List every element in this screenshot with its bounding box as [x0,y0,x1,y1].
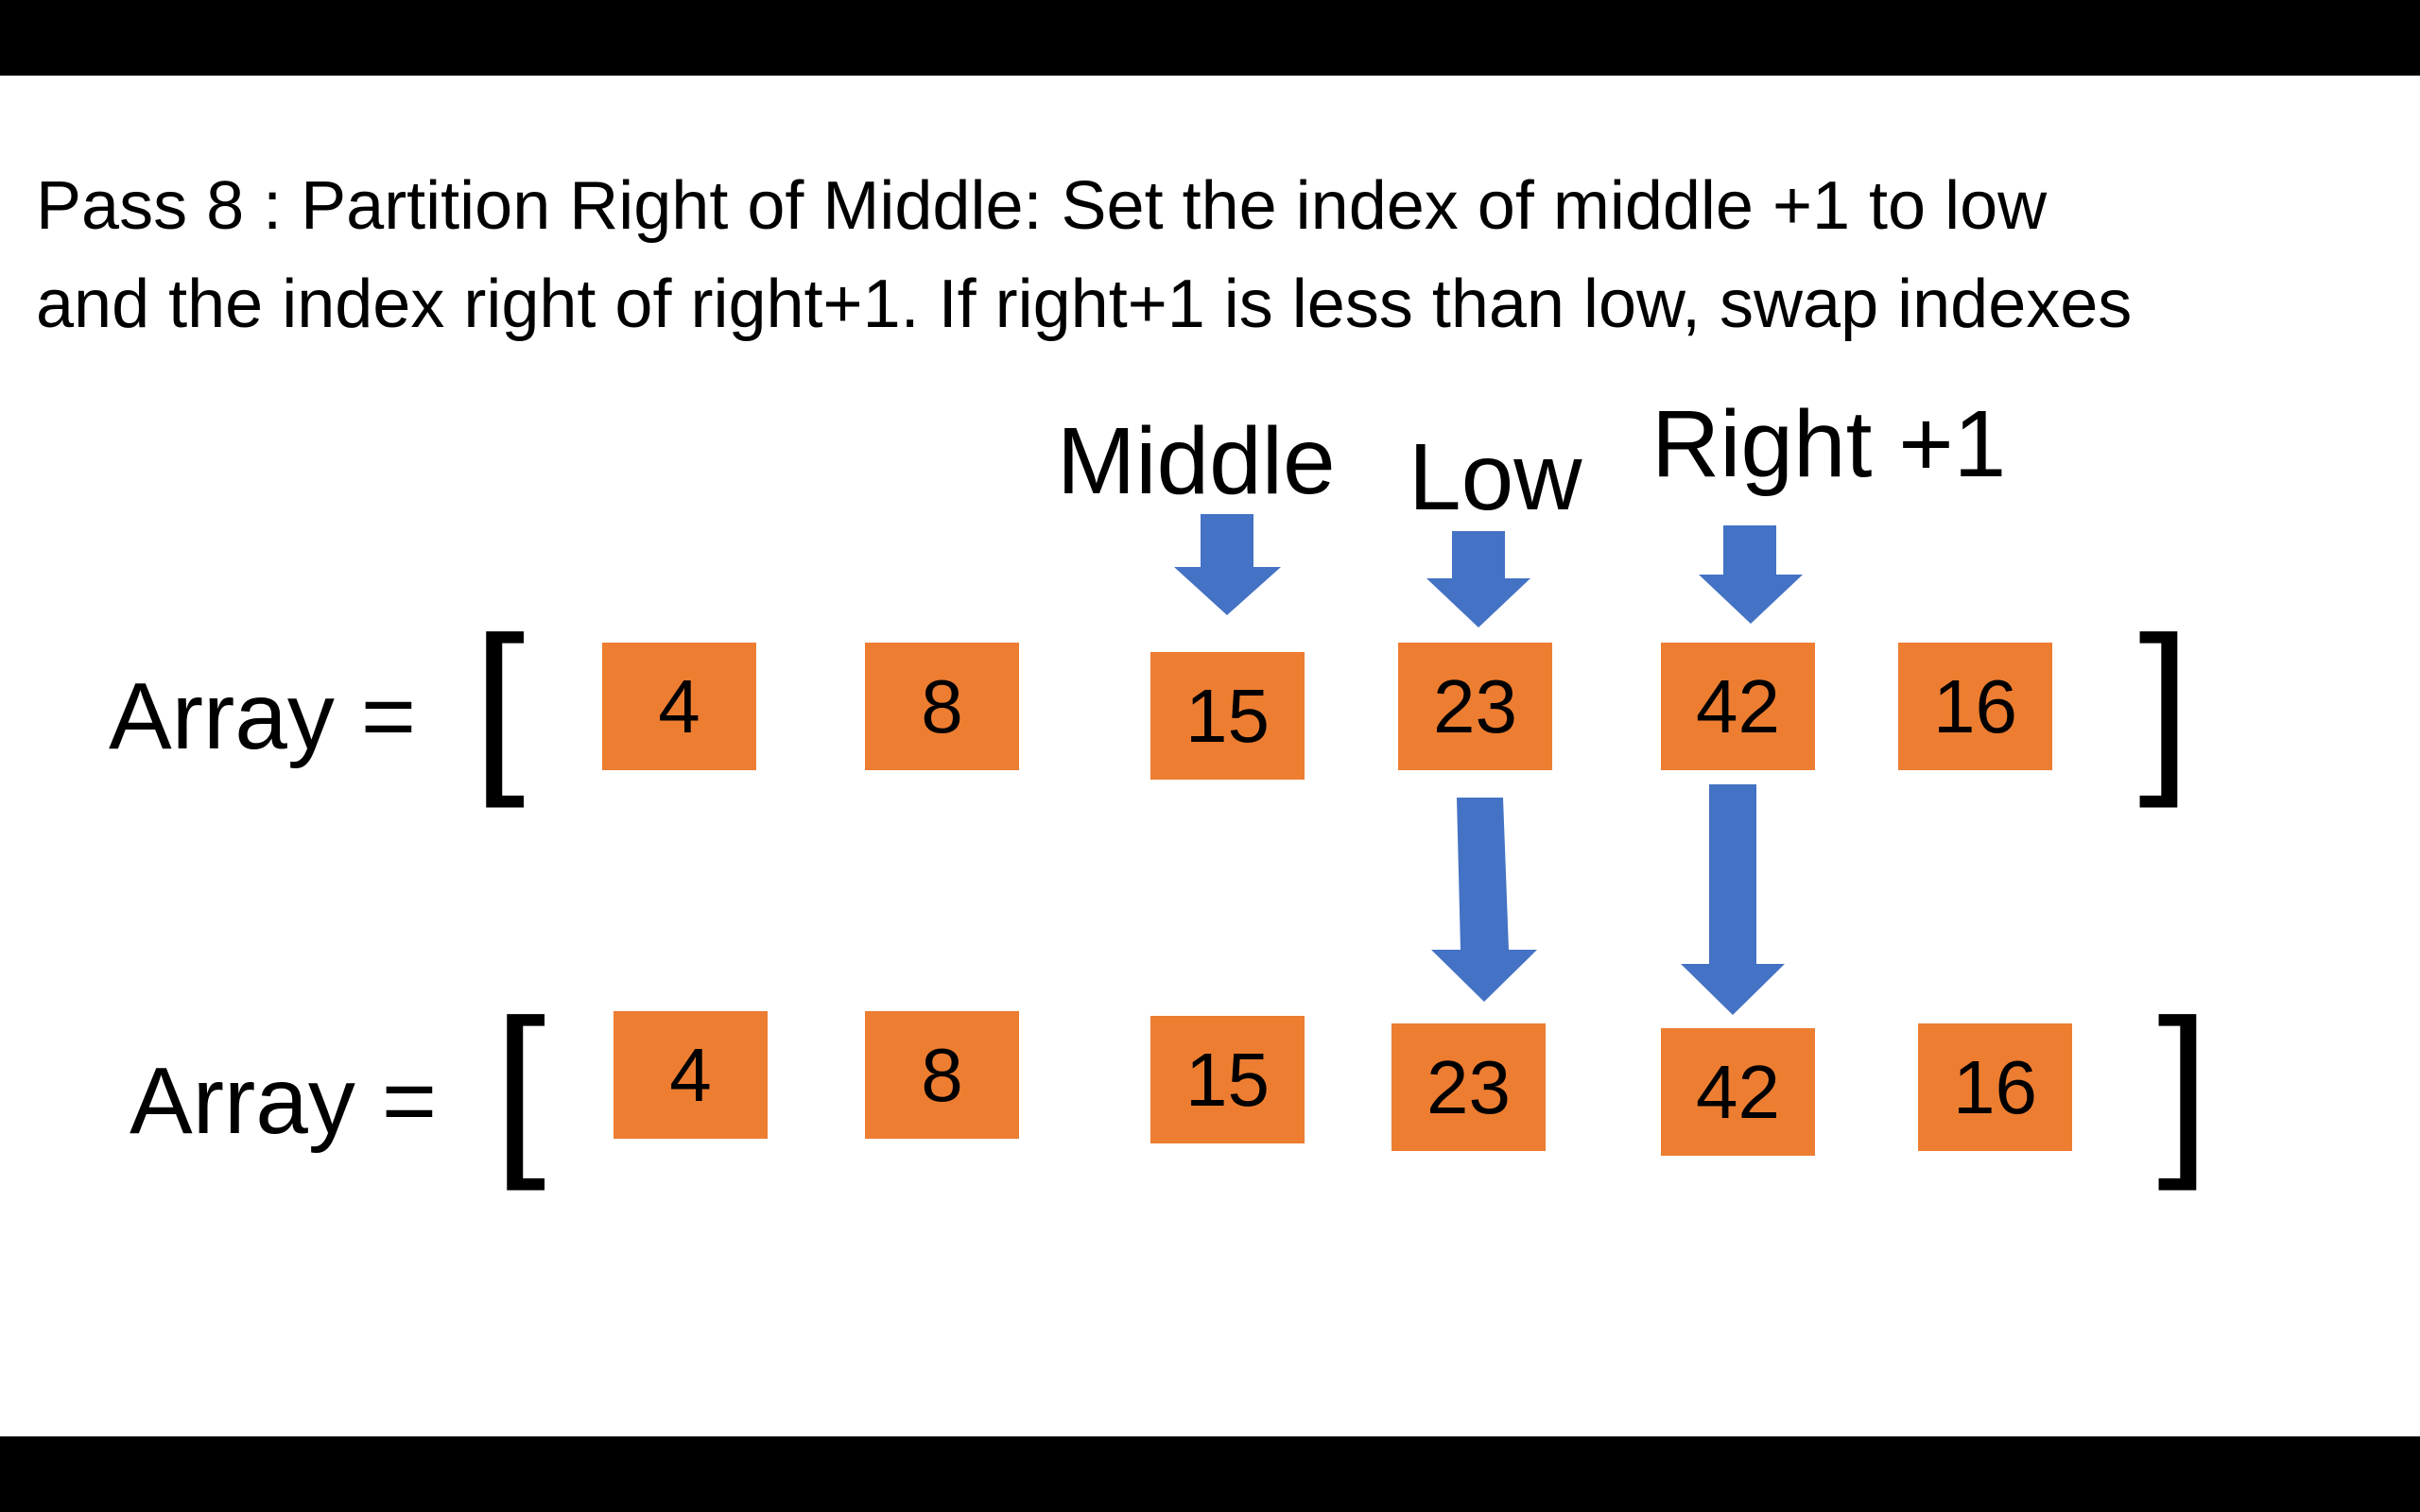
array-1-cell-5: 16 [1898,643,2052,770]
title-line-1: Pass 8 : Partition Right of Middle: Set … [36,168,2048,244]
array-1-cell-2: 15 [1150,652,1305,780]
array-1-cell-0: 4 [602,643,756,770]
letterbox-top [0,0,2420,76]
letterbox-bottom [0,1436,2420,1512]
close-bracket-1: ] [2138,598,2191,809]
array-2-cell-0: 4 [614,1011,768,1139]
middle-pointer-label: Middle [1057,408,1336,514]
array-2-cell-4: 42 [1661,1028,1815,1156]
array-label-1: Array = [109,663,417,769]
open-bracket-2: [ [493,981,546,1192]
array-1-cell-3: 23 [1398,643,1552,770]
array-2-cell-1: 8 [865,1011,1019,1139]
array-2-cell-2: 15 [1150,1016,1305,1143]
array-2-cell-5: 16 [1918,1023,2072,1151]
array-1-cell-4: 42 [1661,643,1815,770]
open-bracket-1: [ [473,598,526,809]
array-2-cell-3: 23 [1392,1023,1546,1151]
title-line-2: and the index right of right+1. If right… [36,266,2133,342]
down-arrow-icon [1174,514,1281,615]
close-bracket-2: ] [2157,981,2210,1192]
array-1-cell-1: 8 [865,643,1019,770]
down-arrow-icon [1426,531,1530,627]
down-arrow-icon [1699,525,1803,624]
down-arrow-icon [1431,798,1537,1002]
slide-title: Pass 8 : Partition Right of Middle: Set … [36,157,2380,353]
down-arrow-icon [1681,784,1785,1015]
right-plus-one-pointer-label: Right +1 [1651,391,2007,497]
slide: Pass 8 : Partition Right of Middle: Set … [0,76,2420,1436]
low-pointer-label: Low [1409,424,1582,530]
array-label-2: Array = [130,1048,438,1154]
